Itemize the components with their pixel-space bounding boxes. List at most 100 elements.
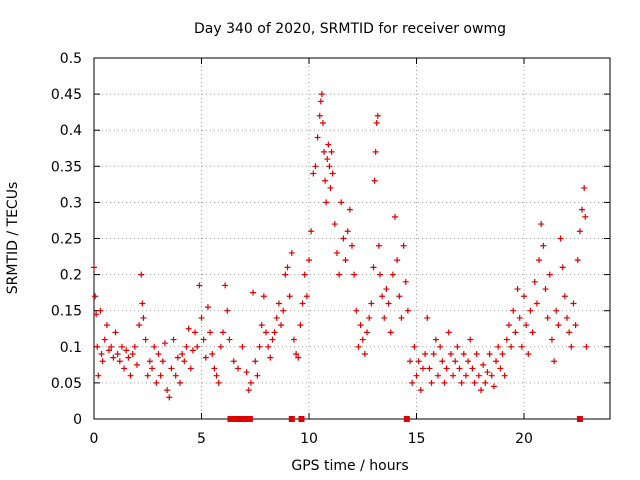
data-point [179, 351, 186, 358]
data-point [161, 340, 168, 347]
data-point [333, 249, 340, 256]
data-points [91, 91, 590, 401]
zero-marker [298, 416, 305, 422]
data-point [94, 343, 101, 350]
data-point [303, 293, 310, 300]
data-point [499, 351, 506, 358]
data-point [110, 354, 117, 361]
zero-marker [240, 416, 247, 422]
data-point [346, 206, 353, 213]
data-point [413, 372, 420, 379]
data-point [220, 329, 226, 336]
data-point [312, 163, 319, 170]
data-point [538, 221, 545, 228]
data-point [297, 322, 304, 329]
data-point [536, 257, 543, 264]
data-point [452, 358, 459, 365]
data-point [375, 242, 382, 249]
data-point [557, 235, 564, 242]
data-point [336, 271, 343, 278]
data-point [570, 300, 577, 307]
data-point [338, 199, 345, 206]
data-point [329, 170, 336, 177]
data-point [374, 112, 381, 119]
x-tick-label: 0 [90, 431, 99, 447]
y-tick-labels: 0 0.05 0.1 0.15 0.2 0.25 0.3 0.35 0.4 0.45 0.5 [51, 51, 82, 428]
data-point [293, 351, 300, 358]
y-tick-label: 0.2 [60, 268, 82, 284]
data-point [200, 336, 207, 343]
data-point [370, 264, 377, 271]
data-point [230, 358, 237, 365]
data-point [254, 372, 261, 379]
y-tick-label: 0.4 [60, 123, 82, 139]
data-point [301, 271, 308, 278]
x-tick-labels: 0 5 10 15 20 [90, 431, 533, 447]
data-point [146, 358, 153, 365]
data-point [424, 314, 431, 321]
data-point [243, 369, 250, 376]
data-point [101, 336, 108, 343]
data-point [484, 369, 491, 376]
data-point [322, 177, 329, 184]
data-point [98, 351, 105, 358]
data-point [366, 314, 373, 321]
data-point [407, 358, 414, 365]
data-point [269, 336, 276, 343]
data-point [324, 156, 331, 163]
data-point [198, 314, 205, 321]
data-point [432, 336, 439, 343]
x-tick-label: 15 [408, 431, 426, 447]
data-point [185, 325, 192, 332]
data-point [480, 361, 487, 368]
data-point [579, 206, 586, 213]
data-point [402, 278, 409, 285]
data-point [204, 304, 211, 311]
data-point [525, 351, 532, 358]
data-point [364, 329, 371, 336]
data-point [376, 271, 383, 278]
data-point [561, 293, 568, 300]
data-point [258, 322, 265, 329]
data-point [456, 365, 463, 372]
zero-marker [576, 416, 583, 422]
data-point [265, 343, 272, 350]
data-point [357, 322, 364, 329]
data-point [286, 293, 293, 300]
y-tick-label: 0.3 [60, 195, 82, 211]
data-point [123, 347, 130, 354]
data-point [510, 307, 517, 314]
data-point [458, 379, 465, 386]
data-point [308, 228, 315, 235]
data-point [482, 379, 489, 386]
data-point [189, 347, 196, 354]
data-point [140, 314, 147, 321]
data-point [328, 148, 335, 155]
data-point [299, 300, 306, 307]
data-point [273, 314, 280, 321]
data-point [497, 365, 504, 372]
data-point [381, 314, 388, 321]
data-point [521, 293, 527, 300]
data-point [95, 372, 102, 379]
y-tick-label: 0.45 [51, 87, 82, 103]
data-point [361, 351, 368, 358]
data-point [172, 372, 179, 379]
data-point [411, 343, 418, 350]
data-point [282, 271, 289, 278]
data-point [546, 271, 553, 278]
y-axis-label: SRMTID / TECUs [5, 182, 21, 295]
data-point [396, 293, 403, 300]
data-point [278, 322, 285, 329]
data-point [267, 354, 274, 361]
data-point [318, 91, 325, 98]
data-point [359, 336, 366, 343]
data-point [417, 387, 424, 394]
data-point [181, 358, 188, 365]
data-point [327, 184, 334, 191]
data-point [112, 329, 119, 336]
data-point [222, 282, 229, 289]
data-point [404, 307, 411, 314]
data-point [196, 282, 203, 289]
